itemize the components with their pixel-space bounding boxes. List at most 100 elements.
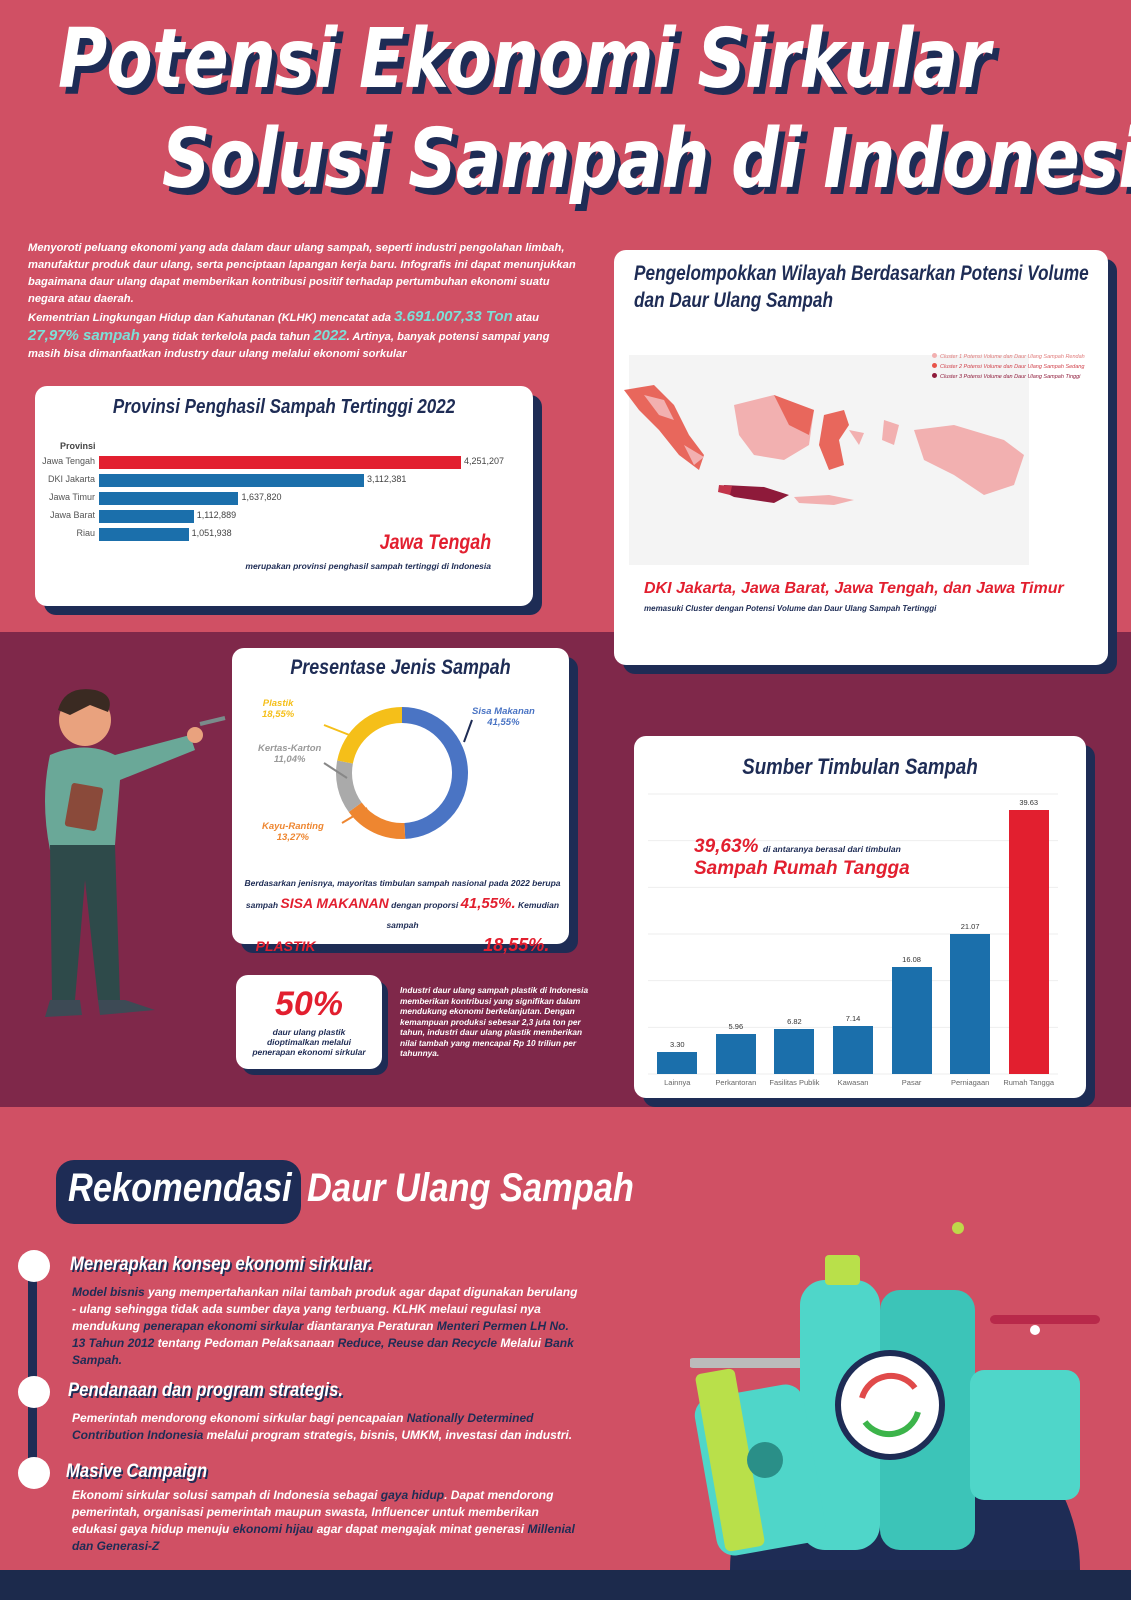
source-highlight: Sampah Rumah Tangga bbox=[694, 858, 910, 879]
label-kayu-name: Kayu-Ranting bbox=[262, 821, 324, 832]
legend-label-2: Cluster 2 Potensi Volume dan Daur Ulang … bbox=[940, 364, 1085, 370]
source-bar-value: 5.96 bbox=[728, 1022, 744, 1032]
map-summary: DKI Jakarta, Jawa Barat, Jawa Tengah, da… bbox=[644, 580, 1084, 618]
shirt bbox=[45, 735, 195, 850]
s1-i: Bank Sampah. bbox=[72, 1336, 574, 1367]
province-bar-value: 1,051,938 bbox=[191, 528, 232, 538]
donut-leader-line bbox=[323, 724, 358, 739]
label-sisa-pct: 41,55% bbox=[487, 717, 520, 728]
label-plastik: Plastik 18,55% bbox=[262, 698, 294, 720]
s1-f: tentang Pedoman Pelaksanaan bbox=[154, 1336, 338, 1350]
source-bar bbox=[774, 1028, 815, 1074]
sulawesi-arm-region bbox=[849, 430, 864, 445]
intro-p2b: atau bbox=[515, 312, 539, 324]
donut-slice-kayu-ranting bbox=[348, 802, 406, 839]
right-shoe bbox=[98, 1000, 155, 1015]
step-1-heading: Menerapkan konsep ekonomi sirkular. bbox=[70, 1254, 373, 1275]
step-3-body: Ekonomi sirkular solusi sampah di Indone… bbox=[72, 1487, 582, 1555]
legend-item-3: Cluster 3 Potensi Volume dan Daur Ulang … bbox=[932, 372, 1085, 382]
s2-b: Nationally Determined Contribution Indon… bbox=[72, 1411, 534, 1442]
donut-leader-line bbox=[463, 719, 473, 743]
s1-h: Melalui bbox=[497, 1336, 545, 1350]
pointer-stick bbox=[199, 716, 226, 726]
waste-type-title: Presentase Jenis Sampah bbox=[290, 656, 511, 679]
source-bar-value: 16.08 bbox=[902, 954, 921, 964]
presenter-illustration bbox=[45, 689, 226, 1017]
source-bar-value: 7.14 bbox=[845, 1014, 861, 1024]
stat-side-text: Industri daur ulang sampah plastik di In… bbox=[400, 985, 589, 1058]
province-bar-chart: Jawa Tengah 4,251,207 DKI Jakarta 3,112,381… bbox=[35, 456, 533, 546]
desc-urutan: berada di urutan kedua dengan proporsi bbox=[317, 943, 481, 953]
main-title-line1: Potensi Ekonomi Sirkular bbox=[58, 12, 991, 107]
donut-leader-line bbox=[323, 762, 348, 779]
source-card: Sumber Timbulan Sampah 3.30 Lainnya 5.96 Pe… bbox=[634, 736, 1086, 1098]
java-region bbox=[722, 485, 789, 503]
waste-type-donut bbox=[323, 707, 473, 839]
bottle-cap bbox=[825, 1255, 860, 1285]
province-card-title: Provinsi Penghasil Sampah Tertinggi 2022 bbox=[112, 396, 456, 418]
legend-label-1: Cluster 1 Potensi Volume dan Daur Ulang … bbox=[940, 354, 1085, 360]
legend-item-1: Cluster 1 Potensi Volume dan Daur Ulang … bbox=[932, 352, 1085, 362]
source-bar bbox=[715, 1034, 756, 1074]
intro-p2d: . Artinya, banyak potensi sampai yang ma… bbox=[28, 331, 550, 360]
intro-year: 2022 bbox=[313, 327, 347, 344]
cup-dot bbox=[747, 1442, 783, 1478]
label-kertas: Kertas-Karton 11,04% bbox=[258, 743, 321, 765]
hair bbox=[58, 689, 110, 715]
papua-region bbox=[914, 425, 1024, 495]
desc-plastik-pct: 18,55%. bbox=[483, 935, 550, 955]
legend-dot-2 bbox=[932, 363, 937, 368]
source-bar-category: Lainnya bbox=[664, 1078, 691, 1087]
s1-d: diantaranya Peraturan bbox=[303, 1319, 437, 1333]
s1-c: penerapan ekonomi sirkular bbox=[143, 1319, 304, 1333]
s3-f: Millenial dan Generasi-Z bbox=[72, 1522, 575, 1553]
reco-title-a: Rekomendasi bbox=[68, 1166, 292, 1210]
s2-a: Pemerintah mendorong ekonomi sirkular ba… bbox=[72, 1411, 407, 1425]
donut-slice-sisa-makanan bbox=[401, 707, 468, 839]
step-2-body: Pemerintah mendorong ekonomi sirkular ba… bbox=[72, 1410, 582, 1444]
reco-timeline bbox=[28, 1258, 37, 1483]
reco-title-pill bbox=[56, 1160, 301, 1224]
province-bar-value: 3,112,381 bbox=[367, 474, 407, 484]
s1-a: Model bisnis bbox=[72, 1285, 145, 1299]
sumatra-region bbox=[624, 385, 704, 470]
source-bar-value: 21.07 bbox=[960, 921, 980, 931]
desc-kemudian: Kemudian sampah bbox=[386, 900, 560, 930]
s2-c: melalui program strategis, bisnis, UMKM,… bbox=[203, 1428, 573, 1442]
aceh-region bbox=[644, 395, 674, 420]
timeline-dot-3 bbox=[18, 1457, 50, 1489]
source-bar-value: 39.63 bbox=[1019, 797, 1039, 807]
hand bbox=[187, 727, 203, 743]
source-bar bbox=[950, 933, 991, 1074]
desc-sisa-pct: 41,55%. bbox=[460, 895, 516, 912]
legend-item-2: Cluster 2 Potensi Volume dan Daur Ulang … bbox=[932, 362, 1085, 372]
label-sisa: Sisa Makanan 41,55% bbox=[472, 706, 535, 728]
intro-p2a: Kementrian Lingkungan Hidup dan Kahutana… bbox=[28, 312, 391, 324]
province-bar-label: Riau bbox=[76, 528, 95, 538]
map-highlight: DKI Jakarta, Jawa Barat, Jawa Tengah, da… bbox=[644, 580, 1064, 597]
province-bar bbox=[99, 492, 239, 505]
label-sisa-name: Sisa Makanan bbox=[472, 706, 535, 717]
source-text: di antaranya berasal dari timbulan bbox=[762, 844, 901, 854]
source-bar-category: Fasilitas Publik bbox=[769, 1078, 820, 1087]
source-bar-category: Kawasan bbox=[837, 1078, 869, 1087]
timeline-dot-1 bbox=[18, 1250, 50, 1282]
step-1-body: Model bisnis yang mempertahankan nilai t… bbox=[72, 1284, 582, 1369]
recycle-arrow-bottom bbox=[862, 1411, 921, 1438]
map-note: memasuki Cluster dengan Potensi Volume d… bbox=[644, 604, 937, 613]
s3-d: ekonomi hijau bbox=[232, 1522, 314, 1536]
province-card: Provinsi Penghasil Sampah Tertinggi 2022… bbox=[35, 386, 533, 606]
stat-caption: daur ulang plastik dioptimalkan melalui … bbox=[252, 1027, 366, 1057]
label-kayu: Kayu-Ranting 13,27% bbox=[262, 821, 324, 843]
label-kertas-pct: 11,04% bbox=[273, 754, 306, 765]
deco-dot-1 bbox=[952, 1222, 964, 1234]
s3-e: agar dapat mengajak minat generasi bbox=[313, 1522, 528, 1536]
lampung-region bbox=[684, 445, 704, 465]
container-box bbox=[970, 1370, 1080, 1500]
map-legend: Cluster 1 Potensi Volume dan Daur Ulang … bbox=[932, 352, 1085, 382]
province-axis-header: Provinsi bbox=[60, 441, 96, 451]
maluku-region bbox=[882, 420, 899, 445]
banten-region bbox=[718, 485, 732, 495]
province-bar-label: Jawa Barat bbox=[49, 510, 95, 520]
label-plastik-pct: 18,55% bbox=[262, 709, 295, 720]
